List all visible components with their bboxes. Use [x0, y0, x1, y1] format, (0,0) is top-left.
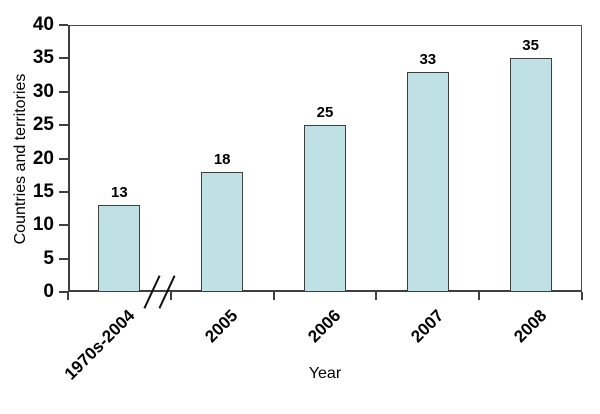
y-axis-tick-label: 0 — [43, 281, 54, 302]
y-axis-tick — [59, 157, 68, 160]
y-axis-tick — [59, 90, 68, 93]
y-axis-tick-label: 25 — [32, 114, 54, 136]
bar — [406, 71, 449, 292]
x-axis-category-label: 2007 — [407, 306, 448, 347]
bar-value-label: 13 — [111, 184, 128, 202]
bar-value-label: 18 — [213, 150, 231, 168]
x-axis-title: Year — [308, 365, 342, 382]
y-axis-tick-label: 35 — [32, 47, 54, 69]
x-axis-category-label: 2005 — [201, 306, 242, 347]
y-axis-tick-label: 10 — [32, 214, 54, 236]
x-axis-tick — [272, 292, 275, 300]
y-axis-tick — [59, 257, 68, 260]
bar-value-label: 33 — [419, 50, 437, 68]
y-axis-tick-label: 15 — [32, 180, 54, 202]
y-axis-tick — [59, 124, 68, 127]
y-axis-tick-label: 30 — [32, 80, 54, 102]
y-axis-tick-label: 20 — [32, 147, 54, 169]
bar-value-label: 25 — [316, 104, 334, 122]
x-axis-tick — [478, 292, 481, 300]
y-axis-tick-label: 40 — [32, 14, 54, 35]
bar — [98, 205, 141, 292]
x-axis-tick — [581, 292, 583, 300]
x-axis-category-label: 2008 — [509, 306, 551, 347]
y-axis-tick — [59, 24, 68, 26]
x-axis-category-label: 1970s-2004 — [61, 306, 139, 384]
y-axis-tick — [59, 57, 68, 60]
y-axis-tick-label: 5 — [43, 247, 54, 269]
bar — [304, 125, 346, 292]
bar — [509, 58, 552, 292]
bar — [201, 171, 244, 292]
x-axis-category-label: 2006 — [304, 306, 345, 347]
x-axis-tick — [67, 292, 69, 300]
x-axis-tick — [375, 292, 378, 300]
x-axis-tick — [169, 292, 172, 300]
bar-value-label: 35 — [522, 37, 539, 55]
y-axis-tick — [59, 190, 68, 193]
y-axis-tick — [59, 291, 68, 293]
y-axis-tick — [59, 224, 68, 227]
